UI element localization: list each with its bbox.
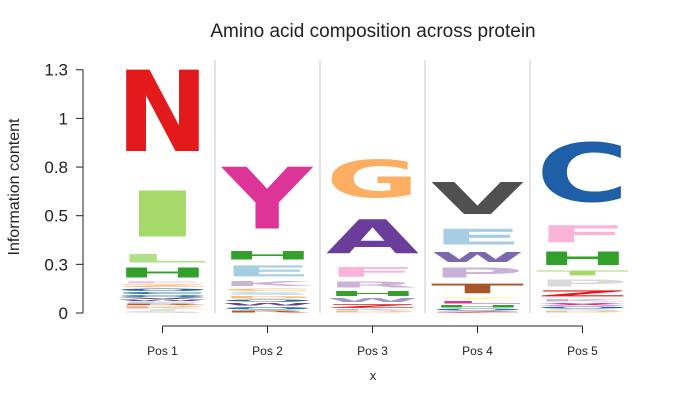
- logo-letter: O: [536, 306, 629, 309]
- logo-letter: N: [116, 49, 209, 178]
- logo-letter: P: [536, 277, 629, 289]
- logo-letter: D: [221, 295, 314, 299]
- logo-letter: Z: [431, 311, 524, 313]
- chart-title: Amino acid composition across protein: [210, 21, 535, 42]
- logo-letter: K: [221, 280, 314, 288]
- logo-letter: L: [431, 300, 524, 304]
- logo-letter: Q: [221, 299, 314, 302]
- logo-letter: C: [116, 292, 209, 295]
- logo-letter: O: [221, 306, 314, 310]
- logo-letter: V: [116, 297, 209, 299]
- logo-letter: L: [116, 252, 209, 265]
- x-tick-label: Pos 4: [462, 344, 493, 358]
- logo-letter: E: [431, 225, 524, 250]
- logo-letter: T: [536, 269, 629, 277]
- logo-letter: G: [326, 149, 419, 209]
- x-tick-label: Pos 5: [567, 344, 598, 358]
- logo-letter: H: [536, 248, 629, 269]
- x-axis: Pos 1 Pos 2 Pos 3 Pos 4 Pos 5: [147, 325, 598, 358]
- y-tick-label: 1.3: [44, 61, 68, 80]
- logo-letter: S: [536, 309, 629, 311]
- logo-letter: R: [116, 303, 209, 305]
- logo-letter: A: [326, 210, 420, 264]
- logo-letter: Z: [116, 284, 209, 288]
- logo-letter: S: [221, 292, 314, 296]
- logo-letter: Z: [326, 303, 419, 309]
- y-tick-label: 0.5: [44, 207, 68, 226]
- logo-letter: O: [431, 308, 524, 311]
- logo-letter: K: [536, 298, 629, 302]
- logo-letter: T: [431, 281, 524, 297]
- logo-letter: H: [326, 290, 419, 298]
- y-axis: 0 0.3 0.5 0.8 1 1.3: [44, 61, 84, 323]
- logo-letter: D: [116, 305, 209, 307]
- logo-letter: F: [326, 264, 419, 280]
- logo-letter: D: [326, 311, 419, 313]
- logo-letter: W: [116, 299, 209, 301]
- x-tick-label: Pos 2: [252, 344, 283, 358]
- logo-letter: Y: [220, 150, 313, 249]
- letter-stacks: STKDREWVQCOZFHLINROWQDSCKEHYDKZWHRFAGZOH…: [116, 49, 629, 313]
- logo-letter: Z: [536, 289, 629, 299]
- logo-letter: H: [221, 249, 314, 263]
- logo-letter: W: [326, 298, 419, 304]
- x-axis-label: x: [370, 368, 377, 383]
- logo-letter: Y: [431, 296, 524, 300]
- logo-letter: H: [116, 265, 209, 280]
- y-tick-label: 0.8: [44, 158, 68, 177]
- logo-letter: V: [431, 174, 524, 224]
- y-tick-label: 0: [59, 304, 68, 323]
- column-separators: [214, 60, 531, 313]
- y-tick-label: 1: [59, 109, 68, 128]
- logo-letter: K: [326, 309, 419, 311]
- y-tick-label: 0.3: [44, 255, 68, 274]
- x-tick-label: Pos 3: [357, 344, 388, 358]
- logo-letter: T: [116, 309, 209, 311]
- logo-letter: D: [536, 311, 629, 313]
- logo-letter: W: [221, 302, 314, 306]
- y-axis-label: Information content: [6, 118, 23, 256]
- logo-letter: F: [116, 281, 209, 284]
- logo-letter: C: [536, 128, 629, 221]
- logo-letter: W: [431, 250, 524, 265]
- logo-letter: X: [536, 302, 629, 306]
- logo-letter: O: [116, 288, 209, 292]
- logo-letter: E: [116, 301, 209, 303]
- logo-letter: P: [431, 265, 524, 280]
- logo-letter: S: [116, 311, 209, 313]
- logo-letter: H: [431, 304, 524, 308]
- logo-letter: E: [221, 262, 314, 279]
- logo-letter: K: [116, 307, 209, 309]
- x-tick-label: Pos 1: [147, 344, 178, 358]
- logo-letter: C: [221, 288, 314, 292]
- logo-letter: I: [116, 178, 209, 252]
- logo-letter: Q: [116, 295, 209, 298]
- logo-letter: R: [326, 280, 419, 290]
- logo-letter: F: [536, 221, 629, 248]
- logo-letter: R: [221, 310, 314, 313]
